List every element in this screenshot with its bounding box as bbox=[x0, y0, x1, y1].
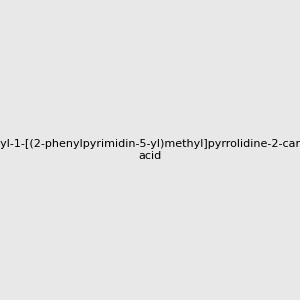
Text: 2-Methyl-1-[(2-phenylpyrimidin-5-yl)methyl]pyrrolidine-2-carboxylic acid: 2-Methyl-1-[(2-phenylpyrimidin-5-yl)meth… bbox=[0, 139, 300, 161]
